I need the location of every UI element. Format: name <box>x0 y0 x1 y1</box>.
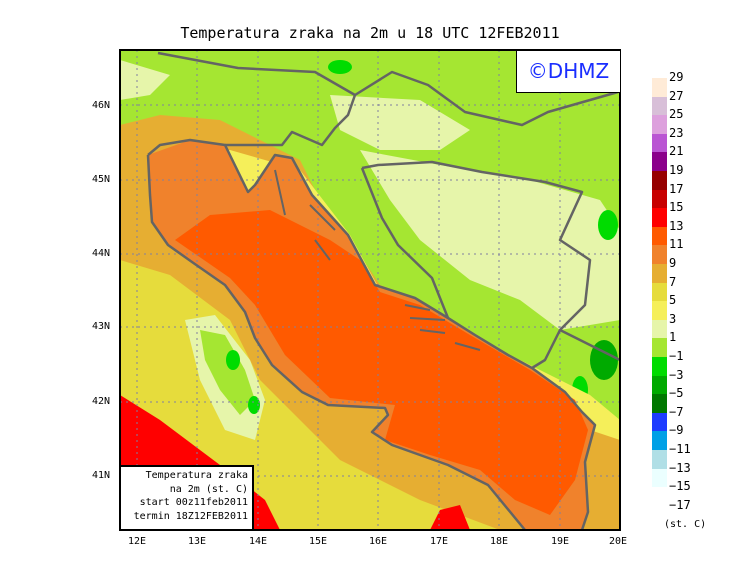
legend-swatch <box>652 152 667 171</box>
legend-swatch <box>652 301 667 320</box>
lon-tick-label: 12E <box>128 536 147 547</box>
legend-level-label: −9 <box>669 423 684 438</box>
info-box: Temperatura zraka na 2m (st. C) start 00… <box>121 465 254 529</box>
lon-tick-label: 13E <box>188 536 207 547</box>
legend-level-label: −1 <box>669 349 684 363</box>
lat-tick-label: 45N <box>92 174 111 185</box>
legend-level-label: 19 <box>669 163 684 177</box>
legend-level-label: −11 <box>669 442 691 456</box>
info-line: Temperatura zraka <box>145 470 248 481</box>
legend-swatch <box>652 96 667 116</box>
legend-level-label: 5 <box>669 293 677 308</box>
warm-sea-core <box>175 210 588 515</box>
lat-tick-label: 43N <box>92 321 111 332</box>
legend-level-label: 3 <box>669 311 677 326</box>
legend-level-label: −13 <box>669 460 691 475</box>
legend-level-label: 7 <box>669 274 677 289</box>
lat-tick-label: 41N <box>92 470 111 481</box>
legend-level-label: −5 <box>669 386 684 401</box>
lat-tick-label: 46N <box>92 100 111 111</box>
lon-tick-label: 19E <box>551 536 570 547</box>
legend-swatch <box>652 133 667 153</box>
legend-swatch <box>652 189 667 209</box>
legend-swatch <box>652 375 667 395</box>
legend-level-label: 27 <box>669 88 684 103</box>
cold-land-zone <box>120 50 620 420</box>
coastlines <box>146 51 620 530</box>
lat-tick-label: 42N <box>92 396 111 407</box>
lon-tick-label: 18E <box>490 536 509 547</box>
lon-tick-label: 16E <box>369 536 388 547</box>
legend-level-label: 13 <box>669 218 684 233</box>
legend-level-label: 21 <box>669 144 684 159</box>
legend-swatch <box>652 115 667 134</box>
legend-level-label: −17 <box>669 497 691 512</box>
legend-level-label: −15 <box>669 479 691 494</box>
lon-tick-label: 17E <box>430 536 449 547</box>
info-line: na 2m (st. C) <box>169 483 248 495</box>
legend-swatch <box>652 171 667 190</box>
legend-level-label: −3 <box>669 367 684 382</box>
legend-swatch <box>652 245 667 264</box>
lon-tick-label: 14E <box>249 536 268 547</box>
legend-level-label: 1 <box>669 330 677 345</box>
legend-swatch <box>652 431 667 450</box>
legend-level-label: 9 <box>669 256 677 270</box>
legend-level-label: 25 <box>669 107 684 122</box>
legend-swatch <box>652 394 667 413</box>
lon-tick-label: 20E <box>609 536 628 547</box>
legend-level-label: 15 <box>669 200 684 215</box>
legend-swatch <box>652 412 667 432</box>
pale-zone <box>360 150 620 330</box>
legend-swatch <box>652 264 667 283</box>
legend-swatch <box>652 208 667 227</box>
legend-level-label: 11 <box>669 237 684 252</box>
legend-swatch <box>652 319 667 339</box>
legend-swatch <box>652 450 667 469</box>
legend-swatch <box>652 282 667 302</box>
legend-units: (st. C) <box>664 519 707 530</box>
map-title: Temperatura zraka na 2m u 18 UTC 12FEB20… <box>180 24 560 42</box>
dhmz-logo: ©DHMZ <box>516 51 620 93</box>
legend-swatch <box>652 226 667 246</box>
legend-swatch <box>652 357 667 376</box>
legend-swatch <box>652 338 667 357</box>
info-line: termin 18Z12FEB2011 <box>133 510 248 522</box>
legend-level-label: 23 <box>669 125 684 140</box>
legend-level-label: 17 <box>669 181 684 196</box>
lon-tick-label: 15E <box>309 536 328 547</box>
legend-swatch <box>652 78 667 97</box>
legend-level-label: 29 <box>669 70 684 84</box>
info-line: start 00z11feb2011 <box>139 497 248 508</box>
legend-swatch <box>652 468 667 488</box>
graticule <box>120 50 620 530</box>
lat-tick-label: 44N <box>92 248 111 259</box>
map-frame <box>119 49 621 531</box>
legend-level-label: −7 <box>669 404 684 419</box>
